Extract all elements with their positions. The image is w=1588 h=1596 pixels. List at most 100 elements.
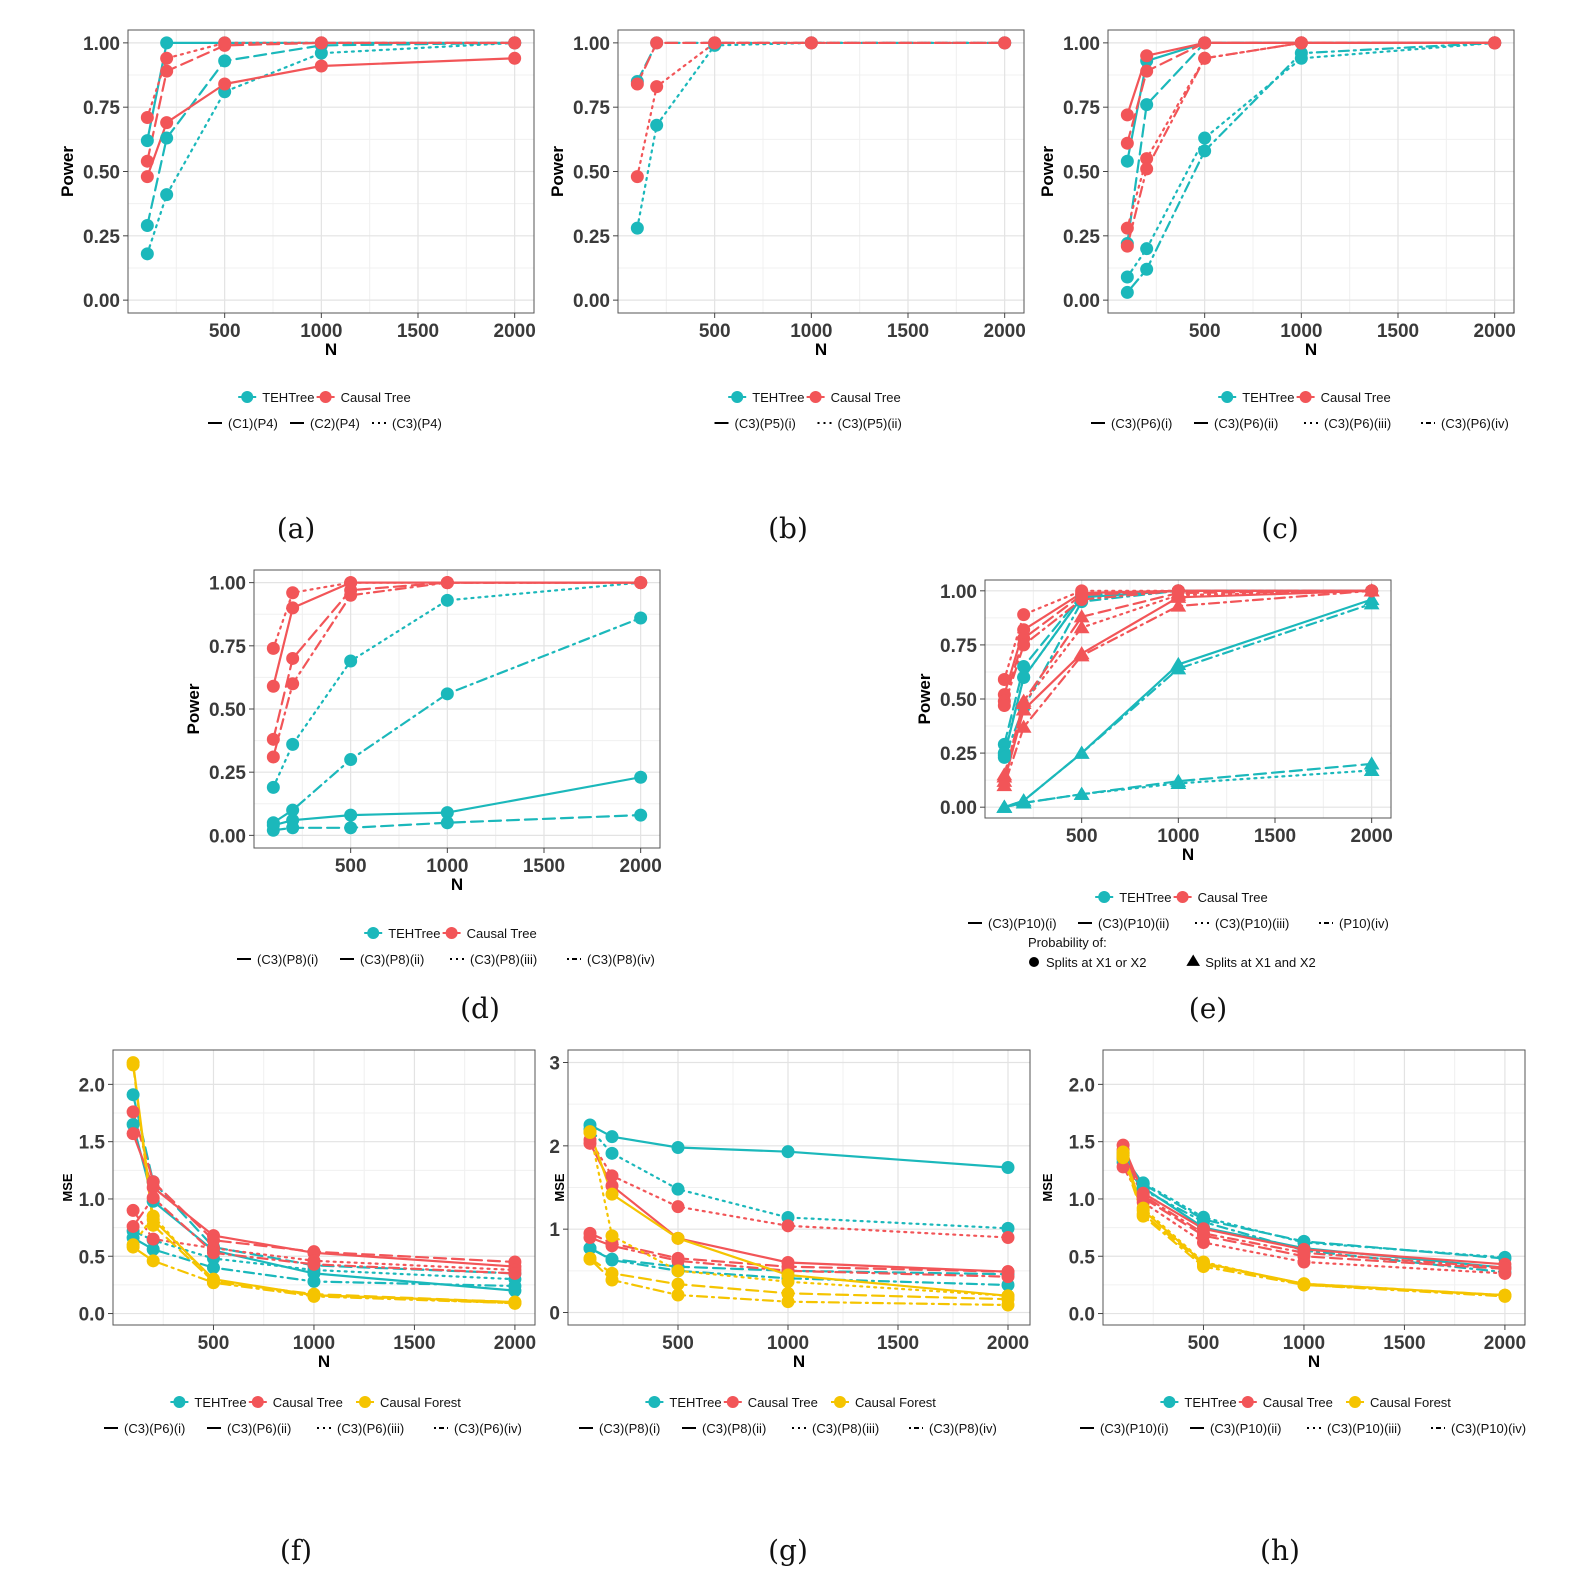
x-tick-label: 1000 [300,321,342,342]
legend-key-marker [367,927,380,939]
legend-label: TEHTree [669,1395,721,1410]
data-point [1120,108,1134,122]
series-line [132,1209,517,1272]
legend-label: TEHTree [194,1395,246,1410]
data-point [160,116,174,130]
data-point [1120,136,1134,150]
data-point [307,1274,321,1288]
series-layer [583,1118,1015,1312]
series-layer [630,36,1012,235]
data-point [146,1191,160,1205]
series-layer [1120,36,1502,299]
x-tick-label: 1500 [1377,321,1419,342]
x-tick-label: 1000 [293,1333,335,1354]
panel-caption: (d) [460,992,500,1025]
x-axis-title: N [325,340,337,359]
legend-linetype-label: (C3)(P8)(i) [599,1421,660,1436]
x-tick-label: 1500 [397,321,439,342]
data-point [1136,1189,1150,1203]
data-point [1116,1160,1130,1174]
data-point [671,1288,685,1302]
x-tick-label: 500 [1066,826,1098,847]
y-tick-label: 0.25 [83,227,120,248]
data-point [140,134,154,148]
legend-key-marker [1221,391,1234,403]
data-point [1198,144,1212,158]
legend-linetype-label: (C3)(P8)(ii) [360,952,424,967]
panel-g: 500 1000 1500 2000 0 1 2 3 N MSE TEHTree Causal Tre… [549,1049,1031,1567]
y-tick-label: 0.50 [573,163,610,184]
legend-linetypes: (C3)(P8)(i) (C3)(P8)(ii) (C3)(P8)(iii) (C3)… [237,952,655,967]
legend-methods: TEHTree Causal Tree Causal Forest [1160,1395,1451,1410]
data-point [671,1141,685,1154]
x-tick-label: 1500 [393,1333,435,1354]
y-tick-label: 1.5 [79,1133,106,1154]
data-point [146,1209,160,1223]
legend-key-marker [648,1396,661,1408]
data-point [708,36,722,50]
data-point [671,1264,685,1278]
x-tick-label: 1500 [1254,826,1296,847]
series-layer [266,576,648,837]
series-layer [1116,1138,1512,1303]
data-point [126,1088,140,1102]
x-tick-label: 1500 [887,321,929,342]
data-point [630,77,644,91]
y-tick-label: 0.50 [940,690,977,711]
data-point [206,1261,220,1275]
y-tick-label: 2 [549,1137,560,1158]
legend-key-marker [251,1396,264,1408]
data-point [126,1240,140,1254]
data-point [1140,262,1154,276]
series-line [132,1093,517,1275]
series-line [146,41,516,255]
legend-linetype-label: (C3)(P4) [392,416,442,431]
x-tick-label: 1500 [523,856,565,877]
data-point [146,1218,160,1232]
legend-key-marker [1176,891,1189,903]
data-point [630,170,644,184]
legend-linetype-label: (C3)(P8)(iv) [929,1421,997,1436]
data-point [440,593,454,607]
data-point [266,679,280,693]
panel-caption: (b) [768,512,808,545]
data-point [997,750,1011,764]
data-point [605,1146,619,1160]
data-point-triangle [1073,609,1090,623]
data-point [126,1058,140,1072]
data-point [1120,270,1134,284]
legend-key-marker [173,1396,186,1408]
panel-c: 500 1000 1500 2000 0.00 0.25 0.50 0.75 1.00 N Powe… [1038,29,1516,545]
y-axis-title: MSE [552,1173,567,1202]
series-line [1121,1148,1507,1271]
data-point [781,1295,795,1309]
data-point [140,170,154,184]
data-point [508,51,522,65]
panel-a: 500 1000 1500 2000 0.00 0.25 0.50 0.75 1.00 N Powe… [58,29,536,545]
data-point-triangle [1170,598,1187,612]
legend-label: Causal Forest [855,1395,936,1410]
data-point [1116,1151,1130,1165]
data-point [1001,1221,1015,1235]
data-point [266,780,280,794]
x-tick-label: 500 [699,321,731,342]
legend-methods: TEHTree Causal Tree [1095,890,1268,905]
x-tick-label: 2000 [494,1333,536,1354]
legend-key-marker [1349,1396,1361,1408]
data-point [307,1245,321,1259]
legend-label: TEHTree [1184,1395,1236,1410]
data-point-triangle [996,767,1013,781]
legend-methods: TEHTree Causal Tree [1218,390,1391,405]
legend-shapes: Probability of: Splits at X1 or X2 Splits … [1028,935,1316,970]
x-tick-label: 500 [335,856,367,877]
panel-caption: (c) [1261,512,1299,545]
data-point [1198,51,1212,65]
data-point [314,36,328,50]
legend-key-marker [319,391,332,403]
data-point [344,654,358,668]
data-point [1001,1161,1015,1174]
data-point-triangle [1015,719,1032,733]
legend-linetype-label: (C3)(P6)(ii) [1214,416,1278,431]
x-axis-title: N [318,1352,330,1371]
y-axis-title: Power [1038,146,1057,197]
